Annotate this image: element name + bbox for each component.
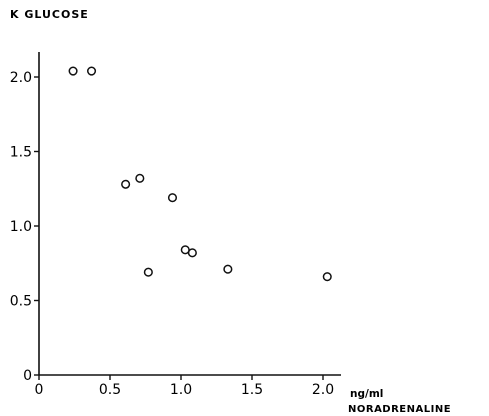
data-point <box>322 272 332 282</box>
y-tick-label: 1.5 <box>10 145 32 161</box>
data-point <box>223 264 233 274</box>
data-point <box>187 248 197 258</box>
x-axis-label: NORADRENALINE <box>348 404 451 415</box>
data-points <box>68 66 332 282</box>
y-tick-label: 2.0 <box>10 70 32 86</box>
data-point <box>135 173 145 183</box>
x-ticks: 0 0.5 1.0 1.5 2.0 <box>35 375 334 398</box>
data-point <box>86 66 97 76</box>
x-tick-label: 0 <box>35 382 44 398</box>
x-tick-label: 1.0 <box>170 382 192 398</box>
y-tick-label: 0.5 <box>10 294 32 310</box>
x-axis-unit: ng/ml <box>350 388 383 400</box>
y-ticks: 0 0.5 1.0 1.5 2.0 <box>10 70 39 384</box>
x-tick-label: 0.5 <box>99 382 121 398</box>
x-tick-label: 1.5 <box>241 382 263 398</box>
data-point <box>167 193 178 203</box>
data-point <box>68 66 78 76</box>
data-point <box>121 179 131 189</box>
y-axis-label: K GLUCOSE <box>10 8 89 21</box>
y-tick-label: 1.0 <box>10 219 32 235</box>
data-point <box>143 267 153 277</box>
y-tick-label: 0 <box>23 368 32 384</box>
x-tick-label: 2.0 <box>312 382 334 398</box>
